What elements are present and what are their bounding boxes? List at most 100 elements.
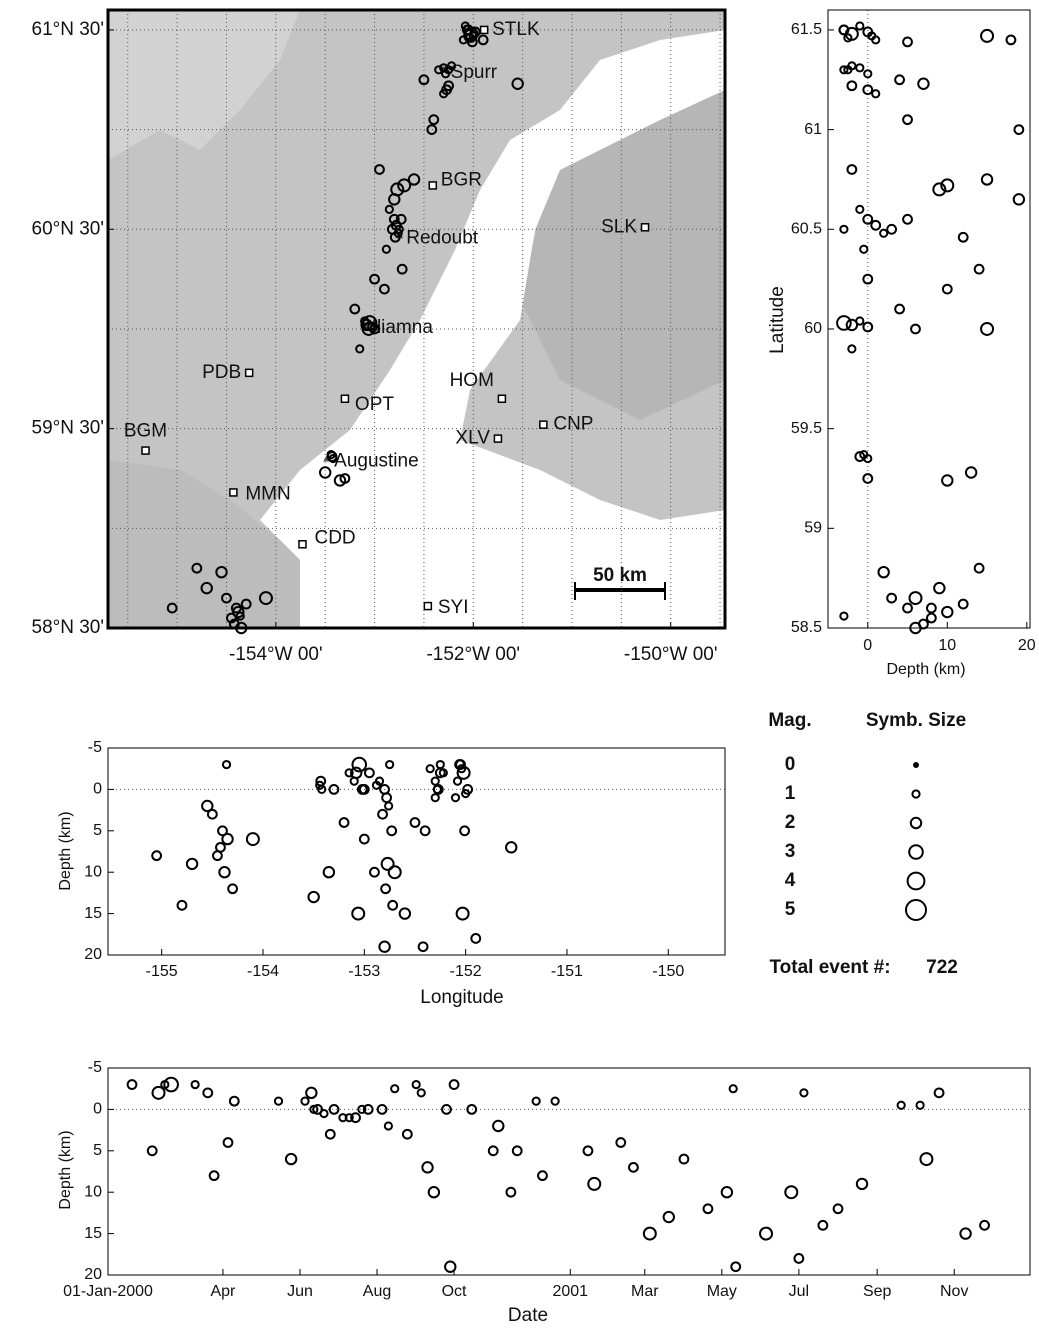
x-tick-label: -152 bbox=[450, 963, 482, 980]
station bbox=[642, 224, 649, 231]
x-tick-label: 10 bbox=[938, 637, 956, 654]
x-axis-title: Longitude bbox=[420, 987, 503, 1008]
volcano-label: Spurr bbox=[451, 62, 498, 83]
y-tick-label: 15 bbox=[84, 1225, 102, 1242]
plot-area bbox=[108, 1068, 1030, 1275]
y-tick-label: 60.5 bbox=[791, 221, 822, 238]
legend-label: 1 bbox=[785, 783, 796, 804]
y-axis-title: Depth (km) bbox=[57, 811, 74, 890]
volcano-label: Augustine bbox=[334, 451, 419, 472]
x-tick-label: -153 bbox=[348, 963, 380, 980]
y-tick-label: 59°N 30' bbox=[32, 418, 105, 439]
x-tick-label: May bbox=[707, 1283, 737, 1300]
y-tick-label: 61 bbox=[804, 121, 822, 138]
legend-label: 2 bbox=[785, 812, 796, 833]
legend-label: 5 bbox=[785, 899, 796, 920]
legend-symbol bbox=[906, 900, 926, 920]
y-axis-title: Depth (km) bbox=[57, 1130, 74, 1209]
x-tick-label: Mar bbox=[631, 1283, 659, 1300]
x-tick-label: -150 bbox=[652, 963, 684, 980]
y-tick-label: 59 bbox=[804, 520, 822, 537]
station-label: CDD bbox=[314, 527, 355, 548]
x-tick-label: -151 bbox=[551, 963, 583, 980]
y-tick-label: 61°N 30' bbox=[32, 19, 105, 40]
station bbox=[481, 26, 488, 33]
y-tick-label: 58°N 30' bbox=[32, 617, 105, 638]
x-tick-label: Jun bbox=[287, 1283, 313, 1300]
legend-symbol bbox=[909, 845, 923, 859]
y-tick-label: 0 bbox=[93, 1101, 102, 1118]
figure: 50 km Latitude Depth (km) Depth (km) Lon… bbox=[0, 0, 1039, 1328]
y-tick-label: 59.5 bbox=[791, 420, 822, 437]
station bbox=[494, 435, 501, 442]
x-tick-label: Nov bbox=[940, 1283, 968, 1300]
volcano-label: Redoubt bbox=[406, 227, 479, 248]
y-tick-label: -5 bbox=[88, 739, 102, 756]
station bbox=[299, 541, 306, 548]
station bbox=[429, 182, 436, 189]
y-tick-label: 20 bbox=[84, 946, 102, 963]
x-axis-title: Depth (km) bbox=[886, 661, 965, 678]
x-tick-label: 2001 bbox=[552, 1283, 588, 1300]
station-label: OPT bbox=[355, 394, 394, 415]
station bbox=[341, 395, 348, 402]
legend-symbol bbox=[911, 818, 921, 828]
station bbox=[230, 489, 237, 496]
station-label: STLK bbox=[492, 19, 540, 40]
x-tick-label: -154 bbox=[247, 963, 279, 980]
y-tick-label: 20 bbox=[84, 1266, 102, 1283]
station-label: BGM bbox=[124, 421, 167, 442]
station-label: MMN bbox=[245, 483, 290, 504]
station bbox=[540, 421, 547, 428]
station bbox=[498, 395, 505, 402]
legend-symbol bbox=[912, 790, 919, 797]
station-label: BGR bbox=[441, 169, 482, 190]
station bbox=[142, 447, 149, 454]
legend-title: Mag. bbox=[768, 710, 811, 731]
y-tick-label: 5 bbox=[93, 822, 102, 839]
station-label: XLV bbox=[455, 428, 490, 449]
station bbox=[246, 369, 253, 376]
total-value: 722 bbox=[926, 957, 958, 978]
x-tick-label: Sep bbox=[863, 1283, 892, 1300]
station-label: PDB bbox=[202, 362, 241, 383]
panel: -155 -154 -153 -152 -151 -150 -5 0 5 10 15 20 bbox=[84, 739, 725, 980]
x-tick-label: -155 bbox=[146, 963, 178, 980]
x-tick-label: 20 bbox=[1018, 637, 1036, 654]
legend-label: 4 bbox=[785, 870, 796, 891]
legend-label: 0 bbox=[785, 754, 796, 775]
volcano-label: Iliamna bbox=[372, 317, 434, 338]
legend-label: 3 bbox=[785, 841, 796, 862]
x-tick-label: 01-Jan-2000 bbox=[63, 1283, 153, 1300]
legend-symbol bbox=[914, 763, 918, 767]
y-tick-label: 60°N 30' bbox=[32, 218, 105, 239]
y-tick-label: 58.5 bbox=[791, 619, 822, 636]
y-tick-label: 15 bbox=[84, 905, 102, 922]
y-tick-label: 10 bbox=[84, 1183, 102, 1200]
x-tick-label: Aug bbox=[363, 1283, 391, 1300]
y-tick-label: 10 bbox=[84, 863, 102, 880]
panel: 0 10 20 58.5 59 59.5 60 60.5 61 61.5 bbox=[791, 10, 1036, 654]
x-axis-title: Date bbox=[508, 1305, 548, 1326]
x-tick-label: Oct bbox=[442, 1283, 467, 1300]
y-tick-label: 0 bbox=[93, 781, 102, 798]
station-label: SYI bbox=[438, 597, 469, 618]
station bbox=[424, 603, 431, 610]
scale-bar-label: 50 km bbox=[593, 565, 647, 586]
y-tick-label: 60 bbox=[804, 320, 822, 337]
y-axis-title: Latitude bbox=[767, 286, 788, 354]
x-tick-label: -150°W 00' bbox=[624, 644, 718, 665]
y-tick-label: -5 bbox=[88, 1059, 102, 1076]
x-tick-label: -152°W 00' bbox=[426, 644, 520, 665]
legend-symbol bbox=[908, 873, 925, 890]
plot-area bbox=[828, 10, 1030, 628]
y-tick-label: 5 bbox=[93, 1142, 102, 1159]
station-label: HOM bbox=[450, 370, 494, 391]
y-tick-label: 61.5 bbox=[791, 21, 822, 38]
station-label: CNP bbox=[553, 414, 593, 435]
x-tick-label: -154°W 00' bbox=[229, 644, 323, 665]
plot-area bbox=[108, 748, 725, 955]
x-tick-label: 0 bbox=[863, 637, 872, 654]
x-tick-label: Jul bbox=[789, 1283, 809, 1300]
